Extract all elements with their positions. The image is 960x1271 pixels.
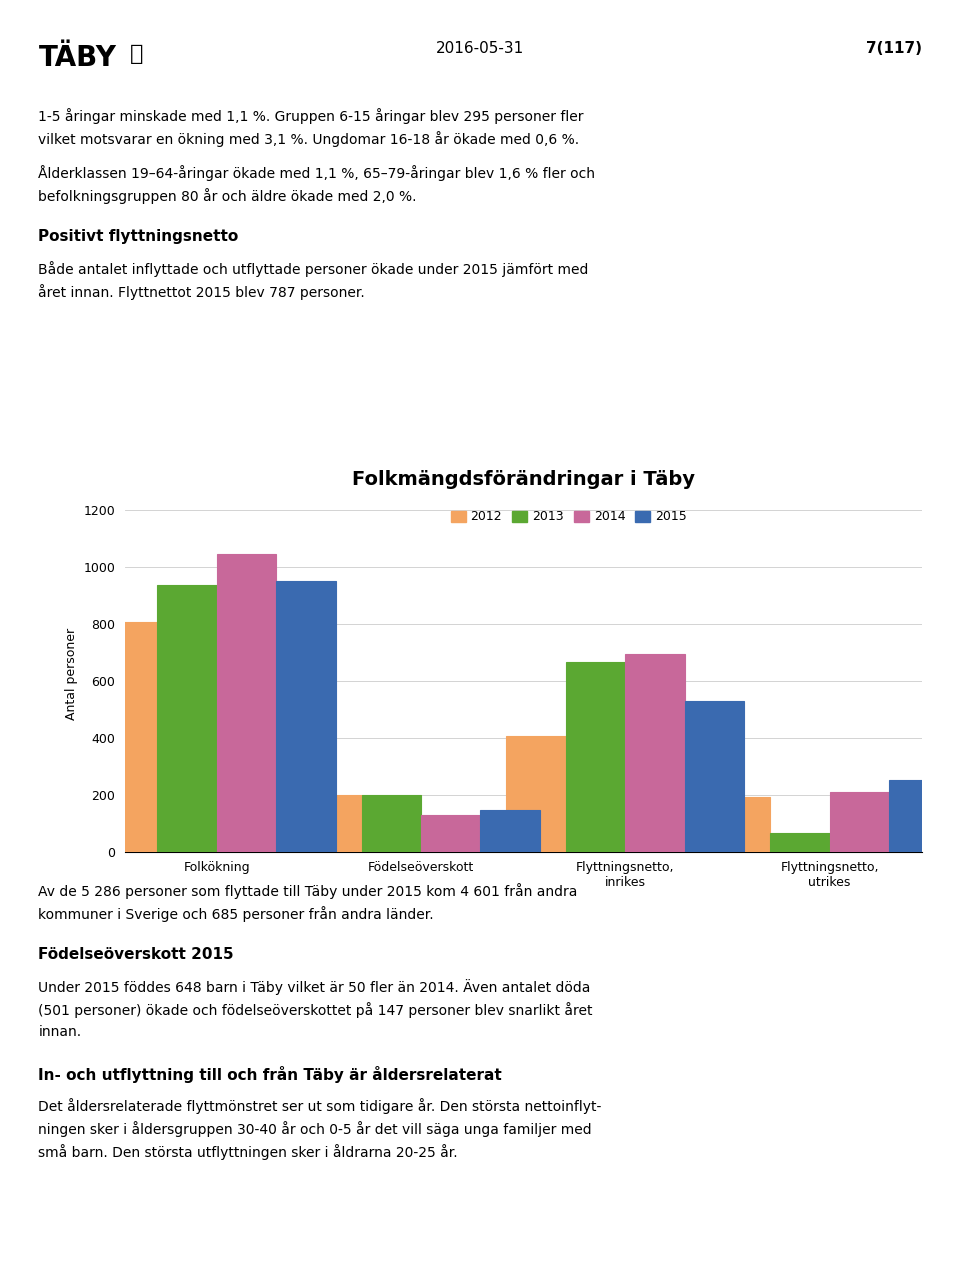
Bar xyxy=(565,662,625,852)
Title: Folkmängdsförändringar i Täby: Folkmängdsförändringar i Täby xyxy=(351,469,695,488)
Bar xyxy=(481,810,540,852)
Text: In- och utflyttning till och från Täby är åldersrelaterat: In- och utflyttning till och från Täby ä… xyxy=(38,1066,502,1083)
Text: Födelseöverskott 2015: Födelseöverskott 2015 xyxy=(38,947,234,962)
Y-axis label: Antal personer: Antal personer xyxy=(64,628,78,719)
Bar xyxy=(421,815,481,852)
Text: Av de 5 286 personer som flyttade till Täby under 2015 kom 4 601 från andra: Av de 5 286 personer som flyttade till T… xyxy=(38,883,578,900)
Text: Ålderklassen 19–64-åringar ökade med 1,1 %, 65–79-åringar blev 1,6 % fler och: Ålderklassen 19–64-åringar ökade med 1,1… xyxy=(38,165,595,182)
Text: Både antalet inflyttade och utflyttade personer ökade under 2015 jämfört med: Både antalet inflyttade och utflyttade p… xyxy=(38,262,588,277)
Bar xyxy=(625,653,684,852)
Text: 2016-05-31: 2016-05-31 xyxy=(436,41,524,56)
Text: Positivt flyttningsnetto: Positivt flyttningsnetto xyxy=(38,229,239,244)
Text: små barn. Den största utflyttningen sker i åldrarna 20-25 år.: små barn. Den största utflyttningen sker… xyxy=(38,1144,458,1160)
Bar xyxy=(710,797,770,852)
Text: innan.: innan. xyxy=(38,1026,82,1040)
Bar xyxy=(276,581,336,852)
Text: (501 personer) ökade och födelseöverskottet på 147 personer blev snarlikt året: (501 personer) ökade och födelseöverskot… xyxy=(38,1003,593,1018)
Text: Det åldersrelaterade flyttmönstret ser ut som tidigare år. Den största nettoinfl: Det åldersrelaterade flyttmönstret ser u… xyxy=(38,1098,602,1115)
Text: 🛡: 🛡 xyxy=(130,44,143,65)
Text: året innan. Flyttnettot 2015 blev 787 personer.: året innan. Flyttnettot 2015 blev 787 pe… xyxy=(38,285,365,300)
Bar xyxy=(362,794,421,852)
Legend: 2012, 2013, 2014, 2015: 2012, 2013, 2014, 2015 xyxy=(445,506,692,529)
Bar xyxy=(157,586,217,852)
Bar xyxy=(507,736,565,852)
Text: Under 2015 föddes 648 barn i Täby vilket är 50 fler än 2014. Även antalet döda: Under 2015 föddes 648 barn i Täby vilket… xyxy=(38,980,590,995)
Bar xyxy=(302,794,362,852)
Bar xyxy=(889,779,948,852)
Bar xyxy=(829,792,889,852)
Bar xyxy=(98,623,157,852)
Bar xyxy=(684,700,744,852)
Text: vilket motsvarar en ökning med 3,1 %. Ungdomar 16-18 år ökade med 0,6 %.: vilket motsvarar en ökning med 3,1 %. Un… xyxy=(38,131,580,147)
Text: TÄBY: TÄBY xyxy=(38,44,116,72)
Text: befolkningsgruppen 80 år och äldre ökade med 2,0 %.: befolkningsgruppen 80 år och äldre ökade… xyxy=(38,188,417,205)
Bar xyxy=(770,833,829,852)
Text: kommuner i Sverige och 685 personer från andra länder.: kommuner i Sverige och 685 personer från… xyxy=(38,906,434,923)
Text: 7(117): 7(117) xyxy=(866,41,922,56)
Text: ningen sker i åldersgruppen 30-40 år och 0-5 år det vill säga unga familjer med: ningen sker i åldersgruppen 30-40 år och… xyxy=(38,1121,592,1138)
Bar xyxy=(217,554,276,852)
Text: 1-5 åringar minskade med 1,1 %. Gruppen 6-15 åringar blev 295 personer fler: 1-5 åringar minskade med 1,1 %. Gruppen … xyxy=(38,108,584,125)
